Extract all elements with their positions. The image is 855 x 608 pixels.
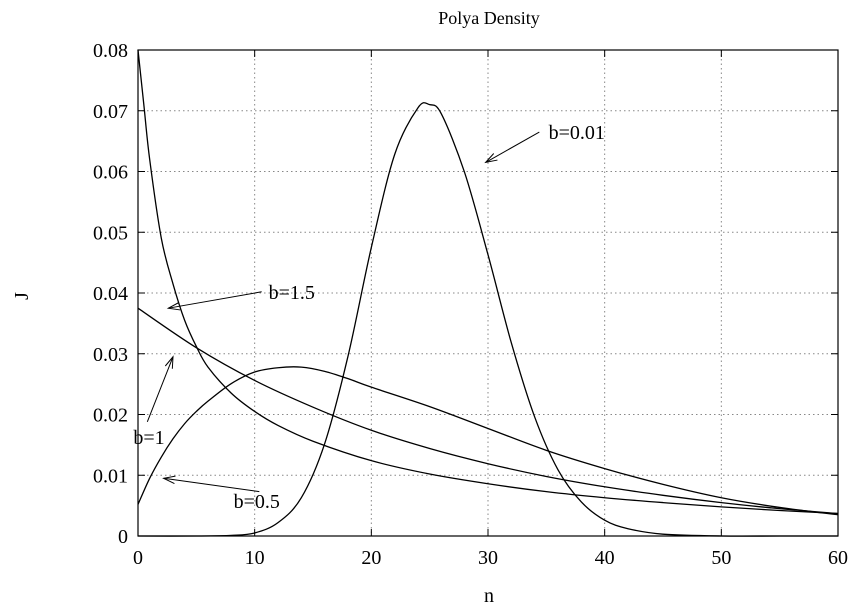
y-tick-label: 0.01	[93, 465, 128, 487]
label-b-1-5: b=1.5	[269, 282, 315, 304]
y-tick-label: 0.06	[93, 162, 128, 184]
y-tick-label: 0.04	[93, 283, 128, 305]
x-tick-label: 30	[478, 547, 498, 569]
x-tick-label: 10	[245, 547, 265, 569]
y-tick-label: 0.05	[93, 222, 128, 244]
y-tick-label: 0.02	[93, 405, 128, 427]
x-axis-label: n	[484, 585, 494, 607]
chart-title: Polya Density	[438, 8, 540, 28]
series-lines	[137, 49, 839, 537]
x-tick-label: 0	[133, 547, 143, 569]
x-tick-label: 20	[361, 547, 381, 569]
plot-frame	[137, 49, 839, 537]
x-tick-label: 60	[828, 547, 848, 569]
series-annotations: b=0.01 b=1.5 b=1 b=0.5	[133, 122, 605, 513]
y-tick-label: 0.07	[93, 101, 128, 123]
label-b-0-01: b=0.01	[549, 122, 605, 144]
arrow-b-1-5	[168, 291, 262, 309]
series-line-b-0-01	[137, 102, 838, 537]
y-tick-label: 0.08	[93, 40, 128, 62]
series-line-b-0-5	[137, 366, 839, 516]
series-line-b-1	[137, 307, 839, 515]
arrow-b-0-01	[485, 131, 540, 163]
y-tick-label: 0	[118, 526, 128, 548]
arrowhead-b-1	[164, 355, 174, 369]
x-tick-labels: 0 10 20 30 40 50 60	[133, 547, 848, 569]
grid-lines	[137, 49, 839, 537]
arrowhead-b-1-5	[166, 302, 181, 311]
label-b-0-5: b=0.5	[234, 491, 280, 513]
arrow-b-0-5	[163, 477, 260, 493]
label-b-1: b=1	[133, 427, 164, 449]
x-tick-label: 50	[711, 547, 731, 569]
y-axis-label: J	[11, 292, 33, 300]
arrow-b-1	[146, 356, 174, 422]
y-tick-labels: 0 0.01 0.02 0.03 0.04 0.05 0.06 0.07 0.08	[93, 40, 128, 548]
x-tick-label: 40	[595, 547, 615, 569]
y-tick-label: 0.03	[93, 344, 128, 366]
series-line-b-1-5	[137, 49, 839, 515]
arrowhead-b-0-5	[162, 475, 176, 485]
arrowhead-b-0-01	[484, 153, 498, 164]
